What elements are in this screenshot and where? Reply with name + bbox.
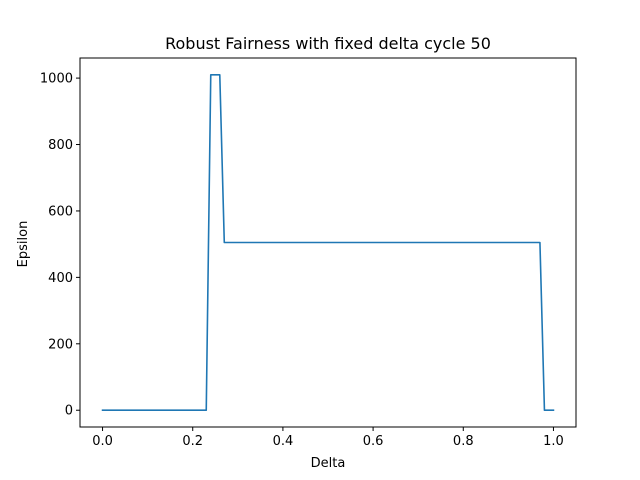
series-line-0 [101, 73, 555, 412]
y-axis-label: Epsilon [16, 221, 31, 268]
plot-area: 0.0 0.2 0.4 0.6 0.8 1.0 0 200 400 600 800 1000 [40, 57, 577, 449]
x-tick-label-3: 0.6 [363, 434, 384, 449]
y-tick-label-3: 600 [48, 204, 73, 219]
x-tick-label-2: 0.4 [273, 434, 294, 449]
y-tick-label-0: 0 [65, 404, 73, 419]
x-axis-label: Delta [311, 456, 346, 471]
x-tick-label-5: 1.0 [543, 434, 564, 449]
x-tick-label-0: 0.0 [92, 434, 113, 449]
x-tick-label-4: 0.8 [453, 434, 474, 449]
chart-title: Robust Fairness with fixed delta cycle 5… [165, 34, 491, 53]
x-tick-label-1: 0.2 [182, 434, 203, 449]
y-tick-label-2: 400 [48, 271, 73, 286]
axes-frame [79, 57, 577, 428]
y-tick-label-1: 200 [48, 337, 73, 352]
y-tick-label-4: 800 [48, 138, 73, 153]
y-tick-label-5: 1000 [40, 72, 73, 87]
